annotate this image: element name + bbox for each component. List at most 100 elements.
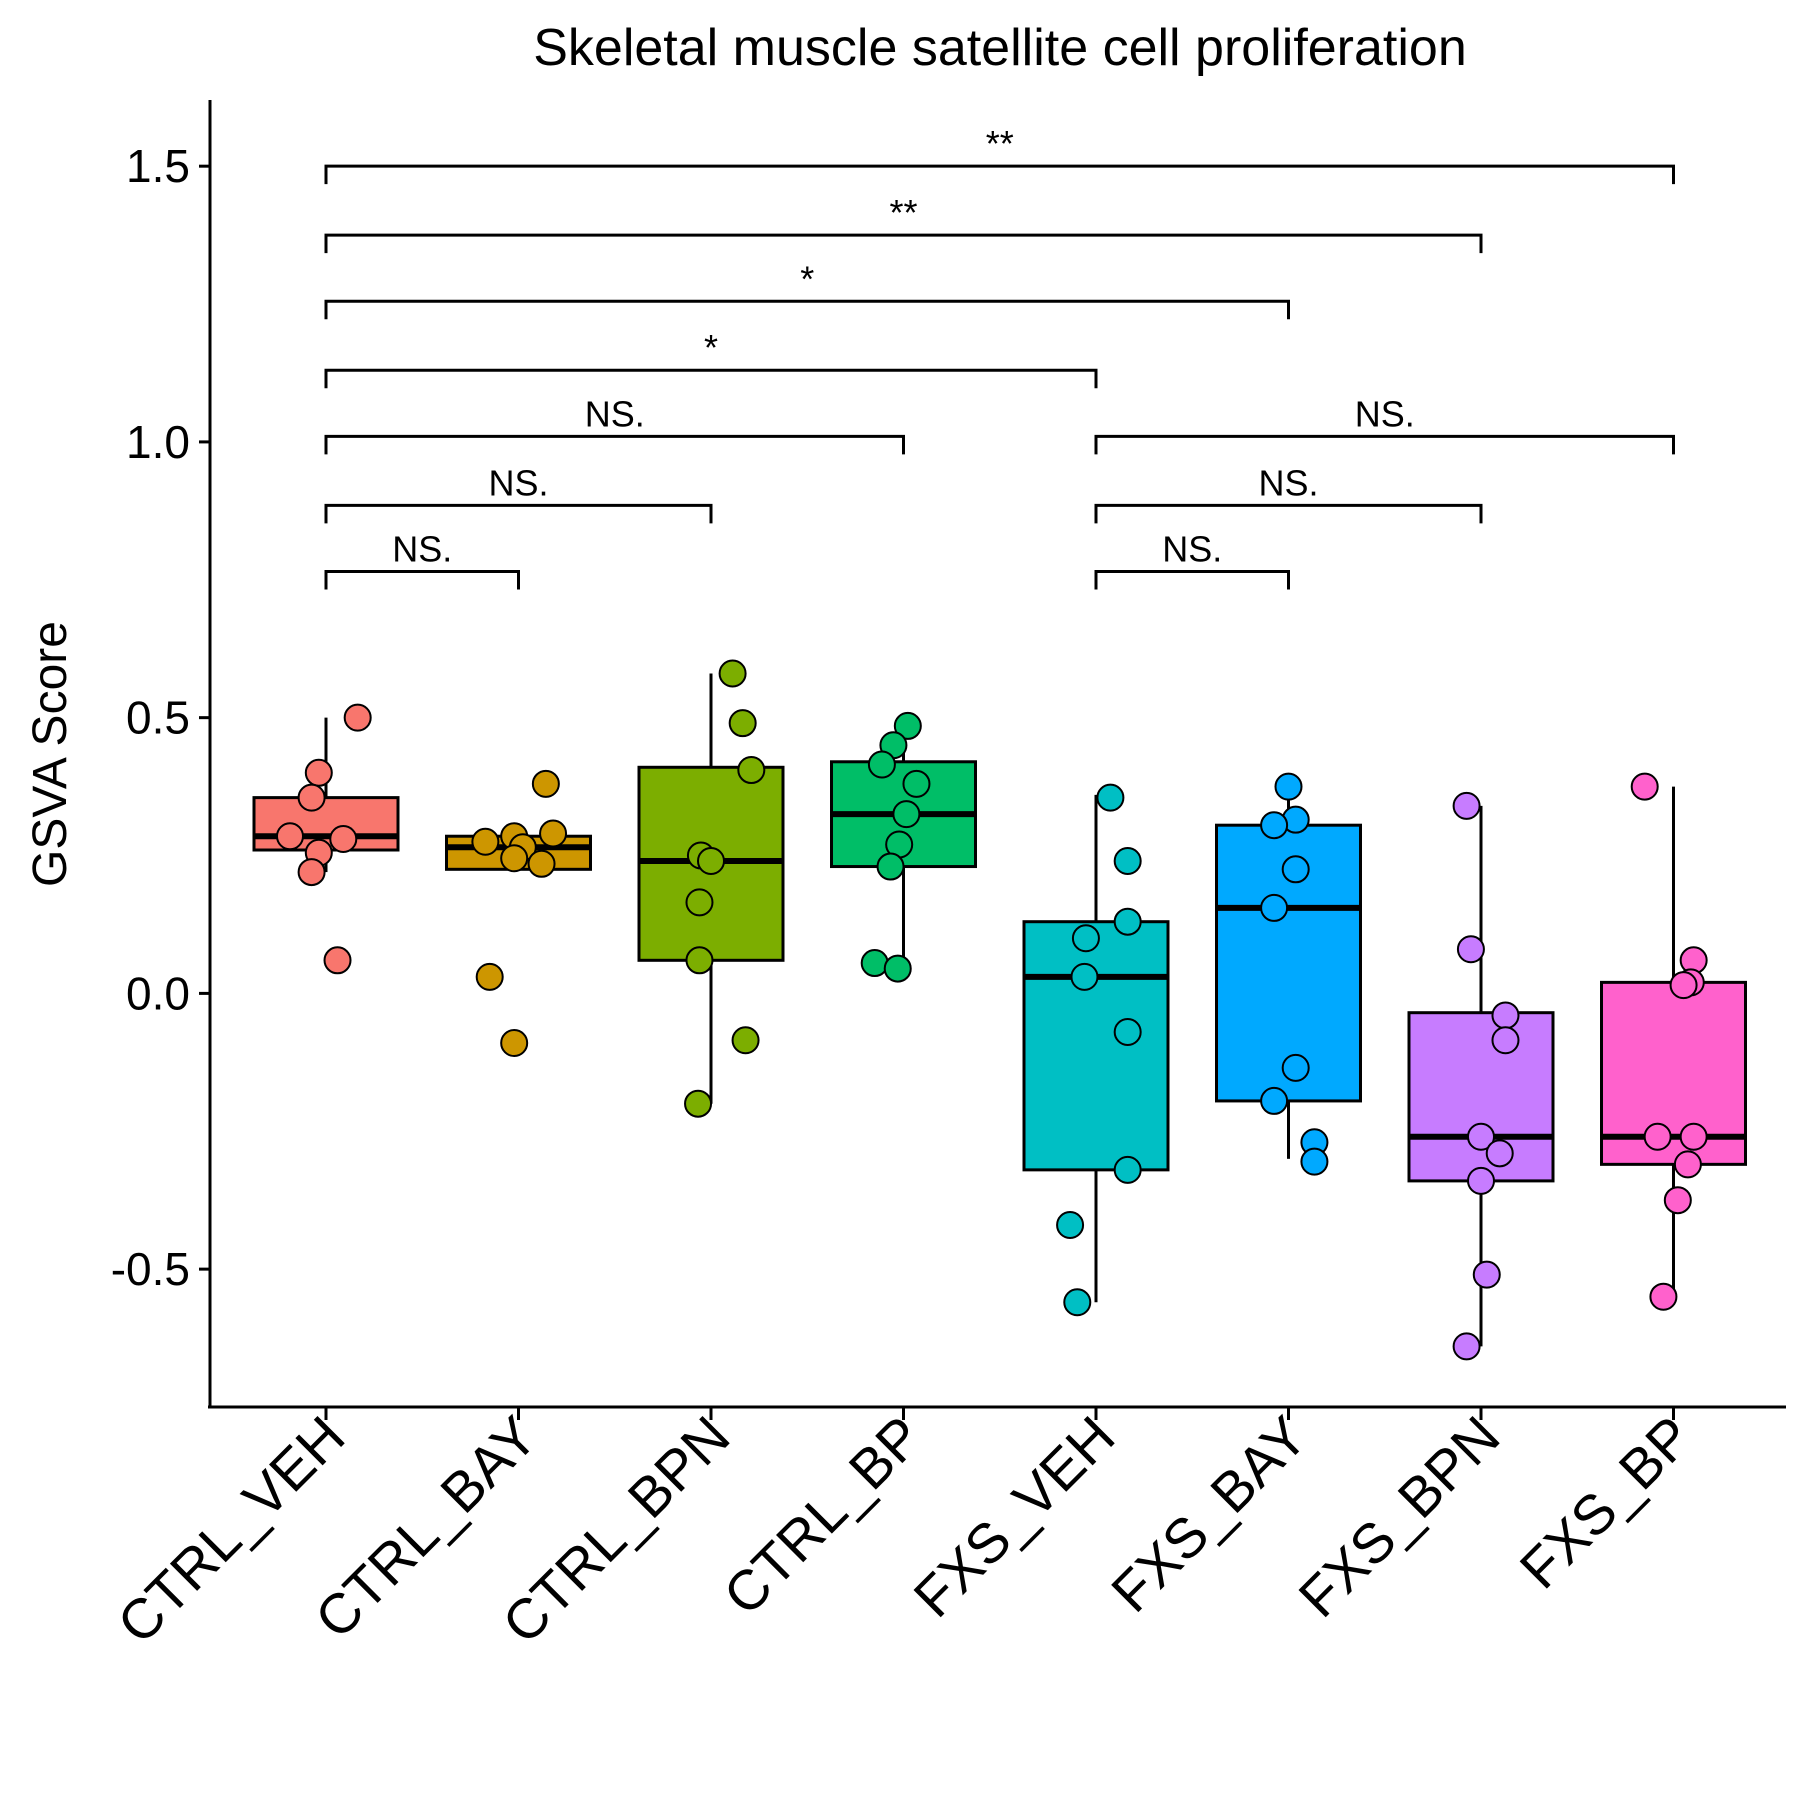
box-series: [252, 673, 1747, 1347]
x-tick-label: FXS_VEH: [901, 1404, 1126, 1629]
significance-bracket: [1094, 570, 1290, 590]
data-point: [1063, 1288, 1092, 1317]
data-point: [1452, 791, 1481, 820]
data-point: [500, 844, 529, 873]
data-point: [329, 824, 358, 853]
y-axis-ticks: -0.5 0.0 0.5 1.0 1.5: [111, 140, 210, 1295]
significance-bracket: [324, 368, 1098, 389]
data-point: [1491, 1026, 1520, 1055]
significance-label: NS.: [1162, 529, 1222, 570]
data-point: [1070, 962, 1099, 991]
box-fxs-veh: [1022, 920, 1170, 1172]
data-point: [685, 888, 714, 917]
data-point: [1260, 893, 1289, 922]
box-fxs-bpn: [1407, 1011, 1555, 1183]
data-point: [539, 819, 568, 848]
data-points: [276, 659, 1708, 1361]
significance-brackets: NS.NS.NS.******NS.NS.NS.: [324, 123, 1675, 590]
data-point: [1096, 783, 1125, 812]
data-point: [1113, 847, 1142, 876]
data-point: [1456, 935, 1485, 964]
significance-bracket: [324, 299, 1290, 320]
significance-label: *: [800, 258, 814, 299]
data-point: [1649, 1282, 1678, 1311]
significance-label: NS.: [1355, 393, 1415, 434]
data-point: [902, 769, 931, 798]
data-point: [883, 954, 912, 983]
significance-bracket: [324, 570, 520, 590]
significance-label: **: [889, 192, 917, 233]
significance-bracket: [324, 164, 1675, 185]
data-point: [697, 847, 725, 876]
data-point: [731, 1026, 760, 1055]
data-point: [718, 659, 747, 688]
x-tick-label: FXS_BP: [1508, 1404, 1704, 1600]
data-point: [1467, 1166, 1495, 1195]
data-point: [1663, 1186, 1692, 1215]
data-point: [1113, 907, 1142, 936]
data-point: [1491, 1001, 1520, 1030]
data-point: [1630, 772, 1659, 801]
significance-bracket: [324, 233, 1483, 254]
data-point: [304, 758, 333, 787]
y-tick-label: 1.0: [126, 416, 190, 468]
data-point: [892, 800, 921, 829]
data-point: [1669, 971, 1698, 1000]
data-point: [1673, 1150, 1702, 1179]
data-point: [728, 709, 757, 738]
y-tick-label: -0.5: [111, 1243, 190, 1295]
data-point: [684, 1089, 713, 1118]
chart-title: Skeletal muscle satellite cell prolifera…: [533, 19, 1467, 77]
data-point: [893, 711, 922, 740]
data-point: [860, 949, 889, 978]
x-tick-label: CTRL_BP: [711, 1404, 934, 1627]
x-tick-label: FXS_BPN: [1286, 1404, 1511, 1629]
data-point: [1679, 1122, 1708, 1151]
data-point: [527, 849, 556, 878]
data-point: [297, 783, 326, 812]
data-point: [1281, 855, 1310, 884]
data-point: [1274, 772, 1303, 801]
data-point: [867, 750, 896, 779]
data-point: [471, 827, 500, 856]
data-point: [1643, 1122, 1672, 1151]
data-point: [1113, 1017, 1142, 1046]
significance-bracket: [324, 503, 713, 524]
x-axis-ticks: CTRL_VEHCTRL_BAYCTRL_BPNCTRL_BPFXS_VEHFX…: [105, 1404, 1704, 1655]
data-point: [1071, 924, 1100, 953]
data-point: [1113, 1155, 1142, 1184]
significance-label: NS.: [392, 529, 452, 570]
data-point: [531, 769, 560, 798]
data-point: [1281, 1053, 1310, 1082]
y-tick-label: 0.0: [126, 967, 190, 1019]
significance-label: NS.: [1258, 462, 1318, 503]
significance-bracket: [1094, 434, 1675, 455]
significance-label: NS.: [488, 462, 548, 503]
x-tick-label: FXS_BAY: [1099, 1404, 1319, 1624]
significance-label: NS.: [585, 393, 645, 434]
y-tick-label: 0.5: [126, 692, 190, 744]
data-point: [737, 756, 766, 785]
data-point: [1260, 811, 1289, 840]
data-point: [1485, 1139, 1514, 1168]
significance-bracket: [324, 434, 905, 455]
data-point: [276, 822, 304, 851]
data-point: [297, 858, 326, 887]
data-point: [685, 946, 714, 975]
data-point: [475, 962, 504, 991]
data-point: [1260, 1086, 1289, 1115]
data-point: [500, 1029, 529, 1058]
data-point: [1452, 1332, 1481, 1361]
y-axis-label: GSVA Score: [24, 621, 77, 887]
y-tick-label: 1.5: [126, 140, 190, 192]
data-point: [1056, 1211, 1085, 1240]
significance-bracket: [1094, 503, 1483, 524]
data-point: [1472, 1260, 1501, 1289]
data-point: [876, 852, 905, 881]
significance-label: *: [704, 327, 718, 368]
significance-label: **: [986, 123, 1014, 164]
data-point: [323, 946, 352, 975]
data-point: [1467, 1122, 1495, 1151]
data-point: [1300, 1147, 1329, 1176]
